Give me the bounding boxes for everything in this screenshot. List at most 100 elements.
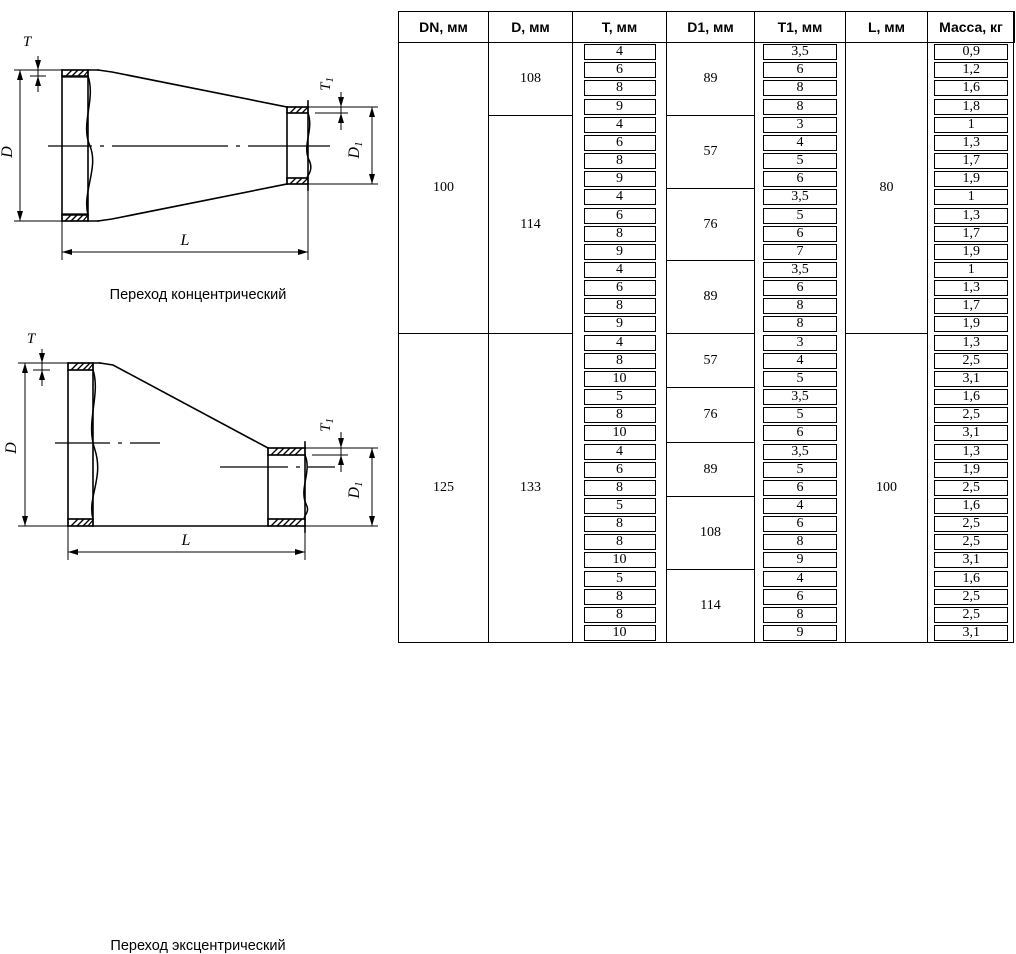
cell-t1: 6 bbox=[755, 515, 846, 533]
table-row: 6 6 1,3 bbox=[399, 279, 1015, 297]
cell-t1: 8 bbox=[755, 97, 846, 115]
cell-massa: 1,6 bbox=[928, 497, 1015, 515]
cell-t: 4 bbox=[573, 261, 667, 279]
cell-t1: 5 bbox=[755, 152, 846, 170]
cell-massa: 1,8 bbox=[928, 97, 1015, 115]
cell-d: 133 bbox=[488, 333, 573, 643]
figure-caption-eccentric: Переход эксцентрический bbox=[110, 938, 286, 954]
cell-massa: 1,7 bbox=[928, 297, 1015, 315]
cell-massa: 0,9 bbox=[928, 43, 1015, 62]
cell-massa: 1,6 bbox=[928, 388, 1015, 406]
cell-t1: 4 bbox=[755, 570, 846, 588]
specification-table: DN, мм D, мм T, мм D1, мм T1, мм L, мм М… bbox=[398, 11, 1015, 643]
table-row: 8 6 2,5 bbox=[399, 479, 1015, 497]
cell-t1: 9 bbox=[755, 551, 846, 569]
cell-massa: 2,5 bbox=[928, 352, 1015, 370]
cell-t1: 4 bbox=[755, 352, 846, 370]
table-row: 6 5 1,9 bbox=[399, 461, 1015, 479]
cell-massa: 1,3 bbox=[928, 279, 1015, 297]
cell-t1: 9 bbox=[755, 624, 846, 642]
cell-t1: 6 bbox=[755, 225, 846, 243]
table-row: 9 8 1,9 bbox=[399, 315, 1015, 333]
cell-massa: 1,3 bbox=[928, 134, 1015, 152]
cell-t: 9 bbox=[573, 243, 667, 261]
table-row: 8 6 1,7 bbox=[399, 225, 1015, 243]
cell-massa: 1,3 bbox=[928, 442, 1015, 460]
cell-massa: 2,5 bbox=[928, 588, 1015, 606]
header-d1: D1, мм bbox=[666, 11, 755, 43]
table-row: 6 5 1,3 bbox=[399, 206, 1015, 224]
cell-t1: 8 bbox=[755, 79, 846, 97]
cell-t1: 3,5 bbox=[755, 261, 846, 279]
drawings-panel: D T D1 T1 L Переход концентрический bbox=[0, 0, 396, 954]
cell-massa: 1,9 bbox=[928, 170, 1015, 188]
cell-massa: 3,1 bbox=[928, 370, 1015, 388]
cell-massa: 1 bbox=[928, 261, 1015, 279]
table-row: 8 8 2,5 bbox=[399, 606, 1015, 624]
cell-d1: 76 bbox=[666, 187, 755, 262]
table-row: 5 114 4 1,6 bbox=[399, 569, 1015, 643]
cell-t1: 8 bbox=[755, 533, 846, 551]
figure-eccentric-reducer: D T D1 T1 L Переход эксцентрический bbox=[0, 330, 396, 954]
cell-t: 8 bbox=[573, 79, 667, 97]
cell-massa: 1,7 bbox=[928, 152, 1015, 170]
table-row: 8 4 2,5 bbox=[399, 352, 1015, 370]
cell-t1: 4 bbox=[755, 497, 846, 515]
cell-t: 5 bbox=[573, 388, 667, 406]
cell-massa: 1,9 bbox=[928, 461, 1015, 479]
cell-massa: 1,7 bbox=[928, 225, 1015, 243]
cell-t: 8 bbox=[573, 297, 667, 315]
table-row: 4 76 3,5 1 bbox=[399, 187, 1015, 262]
table-row: 8 8 1,7 bbox=[399, 297, 1015, 315]
cell-t: 6 bbox=[573, 61, 667, 79]
cell-t: 8 bbox=[573, 352, 667, 370]
cell-massa: 1,6 bbox=[928, 570, 1015, 588]
cell-t: 5 bbox=[573, 570, 667, 588]
cell-d1: 89 bbox=[666, 441, 755, 498]
header-d: D, мм bbox=[488, 11, 573, 43]
cell-t1: 6 bbox=[755, 424, 846, 442]
figure-caption-concentric: Переход концентрический bbox=[109, 287, 287, 303]
cell-t: 8 bbox=[573, 225, 667, 243]
cell-t: 4 bbox=[573, 188, 667, 206]
cell-massa: 1,9 bbox=[928, 315, 1015, 333]
specification-table-wrapper: DN, мм D, мм T, мм D1, мм T1, мм L, мм М… bbox=[398, 11, 1015, 643]
cell-massa: 2,5 bbox=[928, 406, 1015, 424]
cell-t: 10 bbox=[573, 624, 667, 642]
cell-dn: 125 bbox=[398, 333, 489, 643]
cell-t1: 5 bbox=[755, 461, 846, 479]
cell-dn: 100 bbox=[398, 41, 489, 335]
label-T: T bbox=[23, 34, 33, 50]
cell-d1: 57 bbox=[666, 333, 755, 389]
cell-t: 8 bbox=[573, 152, 667, 170]
cell-l: 80 bbox=[845, 41, 928, 335]
table-row: 8 8 2,5 bbox=[399, 533, 1015, 551]
cell-massa: 1,3 bbox=[928, 206, 1015, 224]
table-row: 125 133 4 57 3 100 1,3 bbox=[398, 333, 1015, 643]
cell-massa: 3,1 bbox=[928, 424, 1015, 442]
table-body: 100 108 4 89 3,5 80 0,9 6 6 1,2 8 8 1,6 9 8 1,8 114 4 57 3 1… bbox=[398, 41, 1015, 643]
cell-t: 4 bbox=[573, 43, 667, 62]
cell-massa: 2,5 bbox=[928, 606, 1015, 624]
cell-t1: 3 bbox=[755, 334, 846, 352]
table-row: 8 6 2,5 bbox=[399, 515, 1015, 533]
cell-t: 8 bbox=[573, 606, 667, 624]
cell-d1: 108 bbox=[666, 496, 755, 571]
cell-t: 6 bbox=[573, 461, 667, 479]
cell-t: 9 bbox=[573, 315, 667, 333]
header-dn: DN, мм bbox=[398, 11, 489, 43]
table-row: 9 8 1,8 bbox=[399, 97, 1015, 115]
cell-t1: 6 bbox=[755, 279, 846, 297]
cell-d1: 57 bbox=[666, 115, 755, 189]
cell-t: 4 bbox=[573, 116, 667, 134]
cell-massa: 2,5 bbox=[928, 533, 1015, 551]
cell-massa: 1 bbox=[928, 116, 1015, 134]
cell-t1: 6 bbox=[755, 479, 846, 497]
cell-t1: 5 bbox=[755, 406, 846, 424]
cell-d: 114 bbox=[488, 115, 573, 335]
table-row: 6 4 1,3 bbox=[399, 134, 1015, 152]
cell-t: 9 bbox=[573, 97, 667, 115]
cell-d1: 89 bbox=[666, 41, 755, 117]
cell-t: 10 bbox=[573, 551, 667, 569]
cell-d1: 114 bbox=[666, 569, 755, 643]
